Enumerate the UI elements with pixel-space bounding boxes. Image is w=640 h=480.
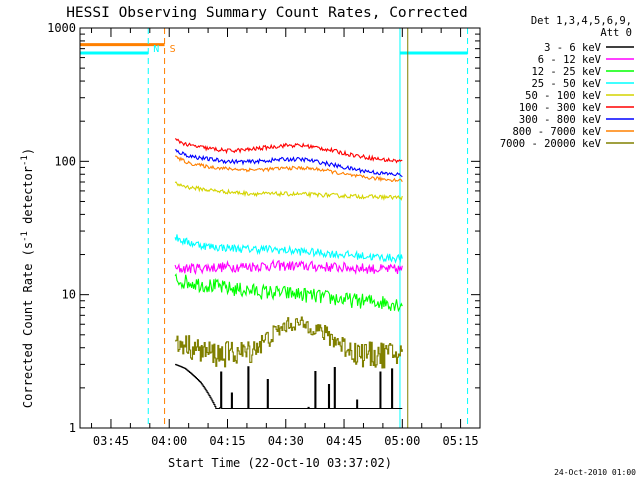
legend-label-300to800kev: 300 - 800 keV [519, 114, 602, 126]
x-tick-label-0345: 03:45 [93, 434, 129, 448]
x-tick-label-0515: 05:15 [443, 434, 479, 448]
legend-label-7000to20000kev: 7000 - 20000 keV [500, 138, 602, 150]
y-tick-label-1: 1 [69, 421, 76, 435]
legend-label-6to12kev: 6 - 12 keV [538, 54, 602, 66]
series-line-800to7000kev [175, 155, 403, 183]
x-tick-label-0415: 04:15 [209, 434, 245, 448]
y-tick-label-1000: 1000 [47, 21, 76, 35]
legend-label-100to300kev: 100 - 300 keV [519, 102, 602, 114]
x-tick-label-0430: 04:30 [268, 434, 304, 448]
series-line-100to300kev [174, 138, 403, 164]
series-line-7000to20000kev [175, 316, 403, 369]
x-tick-label-0400: 04:00 [151, 434, 187, 448]
legend-label-50to100kev: 50 - 100 keV [525, 90, 602, 102]
chart-title: HESSI Observing Summary Count Rates, Cor… [66, 5, 468, 21]
y-axis-label-exponent-2: -1 [20, 155, 30, 166]
legend-label-800to7000kev: 800 - 7000 keV [512, 126, 601, 138]
series-line-6to12kev [174, 258, 403, 276]
series-line-50to100kev [174, 181, 403, 201]
x-axis-label: Start Time (22-Oct-10 03:37:02) [168, 456, 392, 470]
y-tick-label-10: 10 [62, 288, 76, 302]
series-line-25to50kev [174, 234, 403, 264]
y-axis-label-close: ) [21, 148, 35, 155]
series-line-3to6kev [175, 363, 403, 410]
y-axis-tick-labels: 1 10 100 1000 [47, 21, 76, 435]
y-axis-label-exponent: -1 [20, 231, 30, 242]
x-axis-tick-labels: 03:45 04:00 04:15 04:30 04:45 05:00 05:15 [93, 434, 479, 448]
plot-frame [79, 27, 481, 429]
event-label-s: S [170, 44, 176, 55]
y-axis-label-unit: detector [21, 166, 35, 231]
y-tick-label-100: 100 [54, 154, 76, 168]
footer-timestamp: 24-Oct-2010 01:00 [554, 468, 636, 477]
legend-header-0: Det 1,3,4,5,6,9, [531, 15, 632, 27]
legend-label-3to6kev: 3 - 6 keV [544, 42, 602, 54]
series-line-300to800kev [174, 148, 403, 178]
series-line-12to25kev [174, 273, 403, 313]
x-tick-label-0445: 04:45 [326, 434, 362, 448]
legend-label-25to50kev: 25 - 50 keV [531, 78, 601, 90]
legend-label-12to25kev: 12 - 25 keV [531, 66, 601, 78]
legend-header-1: Att 0 [600, 27, 632, 39]
x-tick-label-0500: 05:00 [384, 434, 420, 448]
y-axis-label-main: Corrected Count Rate (s [21, 242, 35, 408]
y-axis-label: Corrected Count Rate (s-1 detector-1) [20, 148, 35, 408]
event-label-n: N [153, 44, 159, 55]
